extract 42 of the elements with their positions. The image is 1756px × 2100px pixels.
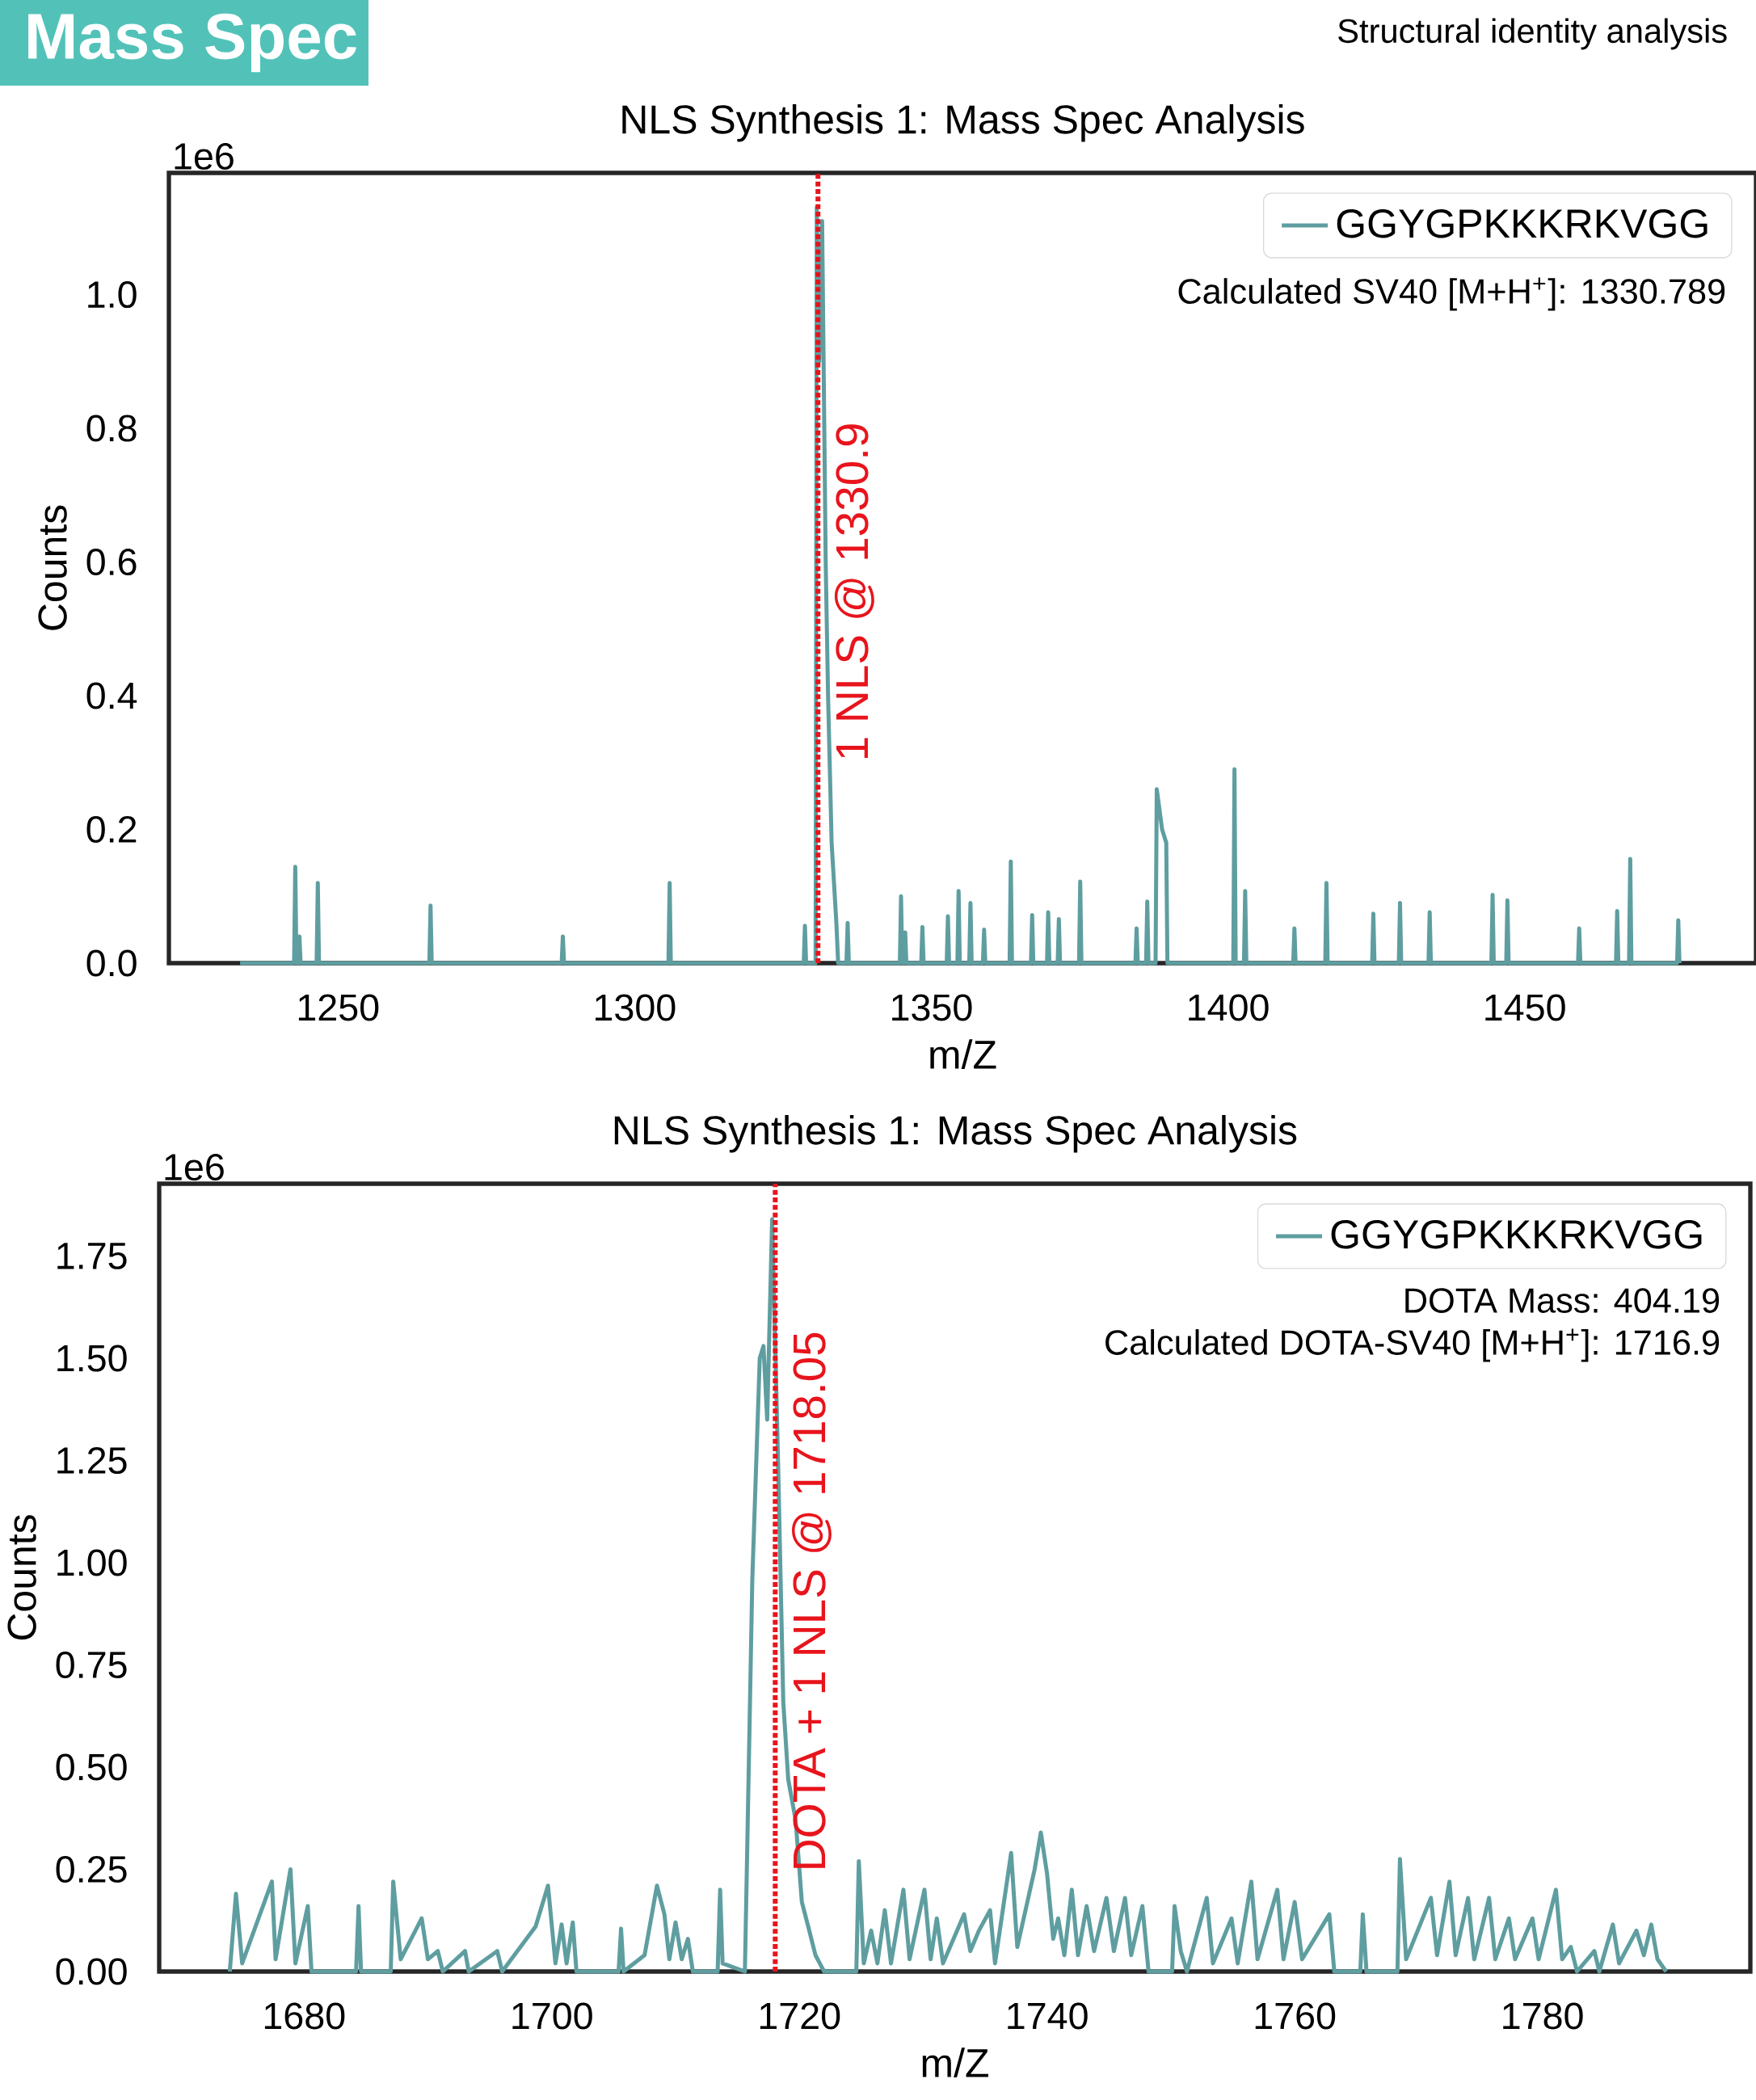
y-tick-label: 0.0	[86, 949, 137, 977]
annotation: Calculated SV40 [M+H$^{+}$]: 1330.789	[1178, 277, 1725, 311]
text: Structural identity analysis	[1338, 18, 1727, 50]
x-axis-title: m/Z	[930, 1039, 996, 1070]
x-tick-label: 1760	[1255, 2002, 1336, 2030]
text: 1e6	[165, 1153, 224, 1181]
y-axis-title: Counts	[7, 1515, 36, 1640]
x-tick-label: 1700	[512, 2002, 592, 2030]
x-tick-label: 1780	[1503, 2002, 1583, 2030]
annotation: DOTA Mass: 404.19	[1405, 1288, 1720, 1313]
y-tick-label: 0.2	[86, 815, 137, 844]
x-tick-label: 1250	[298, 994, 379, 1021]
annotation: Calculated DOTA-SV40 [M+H$^{+}$]: 1716.9	[1105, 1328, 1720, 1362]
y-tick-label: 1.25	[57, 1446, 127, 1475]
y-tick-label: 1.0	[88, 281, 137, 309]
y-tick-label: 0.50	[56, 1753, 127, 1781]
y-tick-label: 0.6	[86, 548, 137, 576]
chart-title: NLS Synthesis 1: Mass Spec Analysis	[614, 1114, 1297, 1153]
x-tick-label: 1350	[892, 994, 972, 1021]
y-tick-label: 0.75	[56, 1651, 127, 1679]
y-tick-label: 1.50	[57, 1345, 127, 1372]
y-tick-label: 1.00	[57, 1549, 127, 1576]
chart-title: NLS Synthesis 1: Mass Spec Analysis	[622, 103, 1304, 142]
legend-label: GGYGPKKKRKVGG	[1337, 209, 1708, 238]
y-tick-label: 0.4	[86, 682, 137, 709]
y-tick-label: 0.8	[86, 415, 137, 442]
text: 1e6	[175, 142, 234, 170]
y-axis-title: Counts	[38, 505, 67, 630]
text: Mass Spec	[28, 13, 356, 73]
ref-line-label: DOTA + 1 NLS @ 1718.05	[792, 1332, 832, 1868]
legend-label: GGYGPKKKRKVGG	[1331, 1220, 1702, 1249]
x-tick-label: 1450	[1485, 994, 1565, 1021]
y-tick-label: 0.00	[56, 1958, 127, 1985]
x-tick-label: 1300	[596, 994, 676, 1021]
x-tick-label: 1740	[1008, 2002, 1088, 2030]
y-tick-label: 1.75	[57, 1243, 127, 1269]
x-tick-label: 1680	[264, 2002, 345, 2030]
y-tick-label: 0.25	[56, 1855, 127, 1883]
x-tick-label: 1720	[760, 2002, 840, 2030]
ref-line-label: 1 NLS @ 1330.9	[834, 424, 874, 758]
x-axis-title: m/Z	[922, 2047, 988, 2078]
x-tick-label: 1400	[1189, 994, 1269, 1021]
